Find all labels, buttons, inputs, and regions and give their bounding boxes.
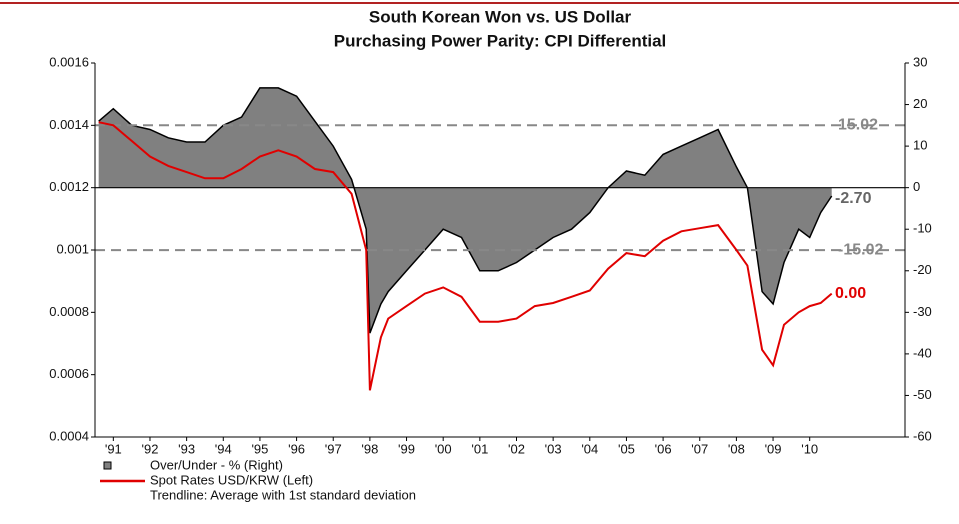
x-tick-label: '98 <box>361 441 378 456</box>
x-tick-label: '03 <box>545 441 562 456</box>
y-tick-label: 0.0012 <box>49 179 89 194</box>
reference-label: -15.02 <box>838 241 883 258</box>
legend-label: Over/Under - % (Right) <box>150 457 283 472</box>
y-tick-label: 0.0014 <box>49 117 89 132</box>
y2-tick-label: -50 <box>913 387 932 402</box>
x-tick-label: '08 <box>728 441 745 456</box>
y2-tick-label: -10 <box>913 221 932 236</box>
series-line <box>98 121 833 391</box>
y2-tick-label: 0 <box>913 179 920 194</box>
legend-label: Spot Rates USD/KRW (Left) <box>150 472 313 487</box>
x-tick-label: '06 <box>655 441 672 456</box>
x-tick-label: '04 <box>581 441 598 456</box>
area-line <box>98 87 833 334</box>
reference-label: 15.02 <box>838 116 878 133</box>
legend-swatch <box>103 461 112 470</box>
x-tick-label: '10 <box>801 441 818 456</box>
x-tick-label: '09 <box>765 441 782 456</box>
x-tick-label: '92 <box>142 441 159 456</box>
chart-subtitle: Purchasing Power Parity: CPI Differentia… <box>334 31 667 50</box>
legend-label: Trendline: Average with 1st standard dev… <box>150 487 416 502</box>
x-tick-label: '95 <box>251 441 268 456</box>
x-tick-label: '01 <box>471 441 488 456</box>
y2-tick-label: 10 <box>913 138 927 153</box>
chart-title: South Korean Won vs. US Dollar <box>369 7 632 26</box>
y-tick-label: 0.0008 <box>49 304 89 319</box>
x-tick-label: '91 <box>105 441 122 456</box>
y2-tick-label: -40 <box>913 345 932 360</box>
x-tick-label: '05 <box>618 441 635 456</box>
y-tick-label: 0.0004 <box>49 428 89 443</box>
y2-tick-label: 30 <box>913 54 927 69</box>
y-tick-label: 0.001 <box>56 241 89 256</box>
annotation: 0.00 <box>835 285 866 302</box>
x-tick-label: '99 <box>398 441 415 456</box>
annotation: -2.70 <box>835 190 872 207</box>
x-tick-label: '00 <box>435 441 452 456</box>
x-tick-label: '94 <box>215 441 232 456</box>
area-fill <box>98 87 832 334</box>
y-tick-label: 0.0006 <box>49 366 89 381</box>
y2-tick-label: -60 <box>913 428 932 443</box>
x-tick-label: '96 <box>288 441 305 456</box>
y2-tick-label: -20 <box>913 262 932 277</box>
axis-frame <box>94 63 906 438</box>
x-tick-label: '97 <box>325 441 342 456</box>
y2-tick-label: 20 <box>913 96 927 111</box>
x-tick-label: '93 <box>178 441 195 456</box>
x-tick-label: '02 <box>508 441 525 456</box>
y-tick-label: 0.0016 <box>49 54 89 69</box>
y2-tick-label: -30 <box>913 304 932 319</box>
x-tick-label: '07 <box>691 441 708 456</box>
